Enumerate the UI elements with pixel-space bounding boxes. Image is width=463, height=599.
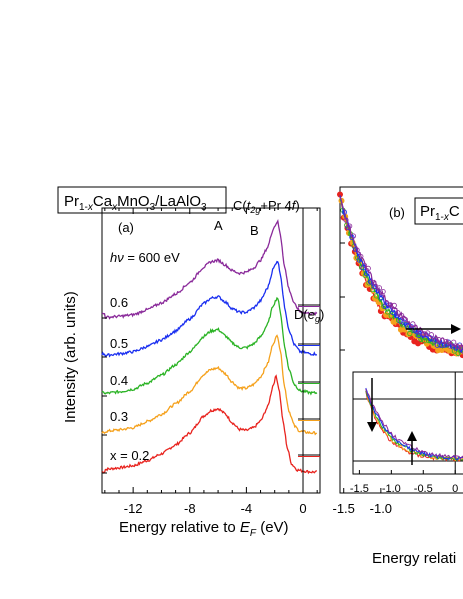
panel-b-spectra: [336, 191, 463, 359]
panel-b-data-point: [458, 344, 463, 350]
series-label: 0.3: [110, 409, 128, 424]
panel-b-data-point: [354, 247, 360, 253]
panel-b-data-point: [399, 312, 405, 319]
panel-a-right-ticks: [102, 304, 320, 474]
panel-b-x-axis: -1.5 -1.0: [333, 488, 392, 516]
panel-b-data-point: [410, 321, 416, 327]
panel-a-x-axis: -12 -8 -4 0: [104, 208, 318, 516]
peak-label-d: D(eg): [294, 307, 324, 324]
panel-b-data-point: [370, 286, 376, 293]
panel-b-data-point: [451, 339, 457, 345]
panel-b-data-point: [455, 350, 461, 356]
panel-b-data-point: [429, 339, 435, 345]
panel-b-data-point: [391, 302, 397, 308]
x-tick-label: -12: [124, 501, 143, 516]
panel-b-data-point: [358, 253, 364, 260]
panel-b-data-point: [428, 332, 434, 338]
panel-b-data-point: [407, 330, 413, 337]
panel-a-title-box: [57, 186, 227, 214]
series-label: x = 0.2: [110, 448, 149, 463]
panel-b-x-axis-title: Energy relati: [372, 550, 456, 567]
panel-b-data-point: [390, 309, 396, 316]
panel-b-data-point: [413, 327, 420, 333]
panel-b-data-point: [349, 234, 355, 240]
panel-b-data-point: [365, 265, 371, 271]
series-label: 0.5: [110, 336, 128, 351]
panel-b-x-tick-label: -1.5: [333, 501, 355, 516]
x-tick-label: -8: [184, 501, 196, 516]
spectrum-line: [101, 334, 317, 436]
series-label: 0.6: [110, 295, 128, 310]
panel-b-label: (b): [389, 205, 405, 220]
panel-b-data-point: [378, 295, 385, 301]
panel-b-data-point: [421, 331, 427, 337]
spectrum-line: [101, 260, 318, 358]
panel-b-data-point: [384, 309, 391, 315]
panel-b-data-point: [350, 233, 356, 239]
panel-b-data-point: [401, 319, 407, 325]
panel-b-data-point: [366, 280, 372, 286]
panel-b-x-tick-label: -1.0: [370, 501, 392, 516]
peak-label-c: C(t2g+Pr 4f): [233, 198, 300, 215]
spectrum-line: [101, 374, 318, 475]
x-tick-label: -4: [241, 501, 253, 516]
panel-b-data-point: [382, 303, 388, 309]
panel-b-data-point: [387, 302, 394, 308]
panel-b-data-point: [373, 293, 379, 299]
spectrum-line: [101, 218, 318, 320]
panel-b-data-point: [347, 223, 353, 229]
inset-x-tick-label: -1.0: [382, 483, 401, 495]
panel-b-data-point: [443, 338, 449, 345]
panel-b: (b) Pr1-xC -1.5 -1.0 -0.5 0 -1.5 -1.0 Energy…: [333, 186, 463, 567]
panel-b-data-point: [376, 285, 382, 291]
inset-x-tick-label: -1.5: [350, 483, 369, 495]
peak-label-b: B: [250, 223, 259, 238]
panel-a-y-axis-title: Intensity (arb. units): [62, 291, 79, 423]
panel-b-data-point: [434, 342, 440, 348]
panel-b-data-point: [369, 279, 375, 285]
panel-b-data-point: [361, 262, 368, 269]
inset-x-tick-label: 0: [452, 483, 458, 495]
inset-spectrum: [365, 388, 463, 461]
peak-label-a: A: [214, 218, 223, 233]
panel-b-data-point: [380, 288, 386, 295]
inset-arrow-down-head: [367, 422, 377, 432]
panel-b-data-point: [454, 343, 460, 350]
panel-b-title-box: [414, 197, 463, 225]
panel-b-data-point: [397, 318, 403, 324]
panel-b-data-point: [436, 337, 442, 343]
panel-b-data-point: [460, 348, 463, 354]
panel-b-data-point: [371, 295, 378, 302]
panel-a-x-axis-title: Energy relative to EF (eV): [119, 519, 289, 539]
panel-b-data-point: [422, 338, 428, 344]
panel-a-label: (a): [118, 220, 134, 235]
inset-arrow-up-head: [407, 431, 417, 441]
inset-x-tick-label: -0.5: [414, 483, 433, 495]
panel-b-data-point: [395, 310, 401, 316]
panel-b-data-point: [343, 217, 349, 223]
panel-a-spectra: x = 0.2 0.3 0.4 0.5 0.6: [101, 208, 318, 493]
spectrum-line: [101, 296, 318, 396]
shift-arrow-head: [451, 324, 461, 334]
panel-b-inset: -1.5 -1.0 -0.5 0: [350, 372, 463, 495]
panel-b-data-point: [439, 342, 446, 348]
panel-b-data-point: [451, 348, 457, 354]
panel-b-plot-frame: [339, 186, 463, 494]
x-tick-label: 0: [299, 501, 306, 516]
series-label: 0.4: [110, 373, 128, 388]
panel-b-title: Pr1-xC: [420, 203, 460, 223]
panel-a-plot-frame: [101, 207, 321, 494]
panel-a: Pr1-xCaxMnO3/LaAlO3 x = 0.20.30.40.50.6 …: [57, 186, 324, 539]
photon-energy-label: hν = 600 eV: [110, 250, 180, 265]
panel-b-data-point: [447, 343, 453, 349]
panel-b-data-point: [402, 317, 408, 323]
